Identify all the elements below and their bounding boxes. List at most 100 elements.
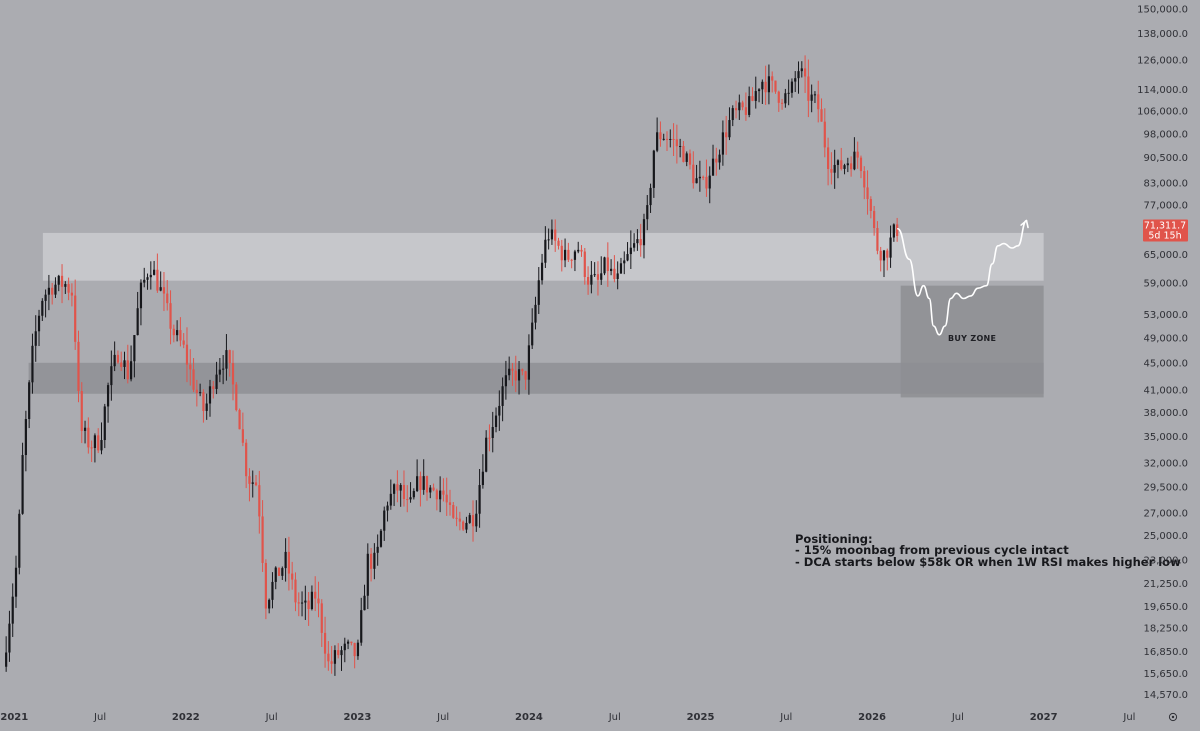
candle[interactable] (751, 87, 754, 102)
candle[interactable] (468, 512, 471, 524)
candle[interactable] (254, 475, 258, 487)
candle[interactable] (41, 298, 44, 322)
candle[interactable] (488, 424, 491, 452)
candle[interactable] (330, 645, 333, 674)
candle[interactable] (445, 477, 448, 516)
candle[interactable] (314, 576, 317, 612)
candle[interactable] (228, 349, 231, 377)
candle[interactable] (264, 559, 267, 620)
candle[interactable] (757, 88, 761, 103)
candle[interactable] (826, 137, 830, 186)
candle[interactable] (649, 183, 652, 213)
candle[interactable] (103, 403, 106, 449)
candle[interactable] (498, 390, 501, 431)
candle[interactable] (169, 290, 172, 345)
candle[interactable] (448, 489, 452, 516)
candle[interactable] (176, 320, 179, 342)
candle[interactable] (156, 253, 159, 293)
candle[interactable] (215, 361, 218, 395)
candle[interactable] (379, 528, 383, 548)
support-zone[interactable] (28, 362, 1044, 394)
candle[interactable] (8, 610, 11, 662)
candle[interactable] (780, 98, 784, 110)
candle[interactable] (800, 61, 803, 78)
candle[interactable] (702, 175, 705, 181)
candle[interactable] (406, 485, 409, 513)
candle[interactable] (790, 78, 794, 98)
candle[interactable] (412, 488, 415, 500)
candle[interactable] (491, 411, 494, 453)
candle[interactable] (106, 382, 110, 423)
candle[interactable] (300, 591, 304, 617)
candle[interactable] (656, 117, 659, 153)
candle[interactable] (455, 506, 458, 527)
candle[interactable] (721, 120, 724, 166)
candle[interactable] (152, 260, 156, 276)
candle[interactable] (416, 459, 419, 493)
candle[interactable] (833, 149, 836, 189)
candle[interactable] (892, 223, 895, 242)
candle[interactable] (307, 592, 310, 626)
candle[interactable] (705, 159, 708, 197)
candle[interactable] (540, 253, 544, 285)
candle[interactable] (320, 599, 323, 647)
candle[interactable] (767, 64, 771, 105)
candle[interactable] (248, 468, 251, 502)
candle[interactable] (57, 274, 60, 292)
candle[interactable] (74, 279, 77, 350)
candle[interactable] (462, 520, 465, 531)
candle[interactable] (281, 566, 284, 580)
candle[interactable] (343, 637, 346, 663)
candle[interactable] (222, 355, 225, 385)
candle[interactable] (646, 195, 649, 231)
candle[interactable] (218, 358, 221, 383)
candle[interactable] (501, 377, 504, 422)
candle[interactable] (419, 471, 422, 507)
candle[interactable] (442, 478, 445, 502)
candle[interactable] (5, 636, 8, 672)
candle[interactable] (514, 355, 517, 393)
candle[interactable] (731, 105, 734, 127)
candle[interactable] (794, 71, 797, 93)
candle[interactable] (652, 149, 655, 198)
candle[interactable] (162, 271, 166, 312)
candle[interactable] (133, 335, 136, 378)
candle[interactable] (51, 282, 54, 305)
candle[interactable] (202, 389, 205, 423)
candle[interactable] (879, 246, 882, 272)
candle[interactable] (123, 351, 126, 380)
candle[interactable] (422, 459, 425, 495)
candle[interactable] (803, 55, 807, 93)
candle[interactable] (590, 261, 593, 294)
candle[interactable] (149, 261, 152, 290)
candle[interactable] (810, 84, 813, 113)
candle[interactable] (67, 277, 70, 301)
candle[interactable] (383, 506, 386, 541)
candle[interactable] (77, 330, 80, 403)
candle[interactable] (366, 543, 369, 609)
projection-path[interactable] (897, 219, 1028, 336)
candle[interactable] (797, 61, 800, 94)
candle[interactable] (665, 131, 669, 151)
candle[interactable] (843, 163, 846, 175)
candle[interactable] (636, 229, 639, 251)
candle[interactable] (642, 213, 646, 259)
candle[interactable] (662, 133, 665, 141)
candle[interactable] (787, 79, 790, 106)
candle[interactable] (113, 341, 116, 372)
candle[interactable] (120, 351, 123, 372)
candle[interactable] (573, 249, 577, 272)
candle[interactable] (333, 645, 337, 676)
candle[interactable] (465, 516, 468, 534)
candle[interactable] (432, 483, 435, 492)
candle[interactable] (294, 572, 297, 612)
candle[interactable] (708, 166, 711, 204)
candle[interactable] (682, 140, 685, 163)
candle[interactable] (517, 361, 521, 395)
candle[interactable] (820, 98, 823, 122)
candle[interactable] (784, 88, 787, 108)
candle[interactable] (37, 309, 41, 347)
candle[interactable] (534, 296, 537, 330)
candle[interactable] (393, 483, 396, 507)
